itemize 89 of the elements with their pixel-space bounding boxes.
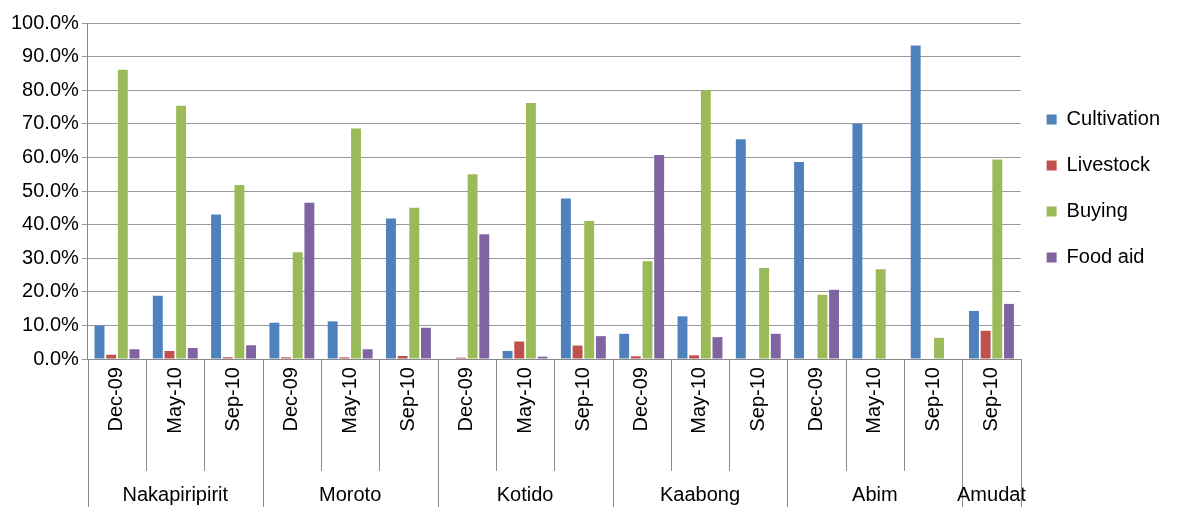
bar (677, 316, 688, 359)
bar (362, 349, 373, 359)
bar (409, 207, 420, 359)
bar (934, 337, 944, 359)
bar (910, 45, 921, 359)
x-tick-label: Sep-10 (570, 367, 593, 432)
bar (176, 105, 187, 359)
bar (94, 325, 105, 359)
x-tick-label: May-10 (512, 367, 535, 434)
bar (164, 350, 175, 359)
bar (829, 289, 840, 359)
bar (351, 128, 361, 359)
bar (770, 333, 781, 359)
bar (654, 155, 665, 359)
bar (689, 355, 700, 359)
legend-label: Livestock (1066, 153, 1151, 176)
bar (572, 345, 583, 359)
bar (269, 322, 280, 359)
text: Kotido (496, 482, 554, 505)
text: Kaabong (659, 482, 741, 505)
bar (525, 102, 536, 359)
bar (467, 174, 478, 359)
bar (514, 341, 525, 359)
y-tick-label: 40.0% (22, 212, 80, 235)
bar (327, 321, 338, 359)
bar (595, 336, 606, 359)
bar (642, 261, 653, 359)
bar (152, 295, 163, 359)
y-tick-label: 100.0% (10, 10, 80, 33)
bar (304, 202, 315, 359)
bar (421, 327, 431, 359)
bar (852, 123, 863, 359)
x-tick-label: May-10 (687, 367, 710, 434)
x-tick-label: May-10 (162, 367, 185, 434)
bar (992, 159, 1003, 359)
y-tick-label: 90.0% (22, 44, 80, 67)
legend-label: Cultivation (1066, 107, 1161, 130)
y-tick-label: 60.0% (22, 144, 80, 167)
y-tick-label: 50.0% (22, 178, 80, 201)
bar (292, 252, 303, 359)
x-tick-label: Dec-09 (279, 367, 302, 432)
y-tick-label: 20.0% (22, 279, 80, 302)
bar (817, 294, 828, 359)
bar (759, 267, 770, 359)
bar (117, 69, 128, 359)
bar (794, 162, 805, 359)
bar (584, 220, 595, 359)
x-tick-label: Sep-10 (221, 367, 244, 432)
bar (630, 356, 641, 359)
bar (106, 354, 117, 359)
legend-label: Buying (1066, 199, 1128, 222)
text: Amudat (957, 482, 1027, 505)
x-tick-label: May-10 (862, 367, 885, 434)
x-tick-label: Sep-10 (745, 367, 768, 432)
x-tick-label: Dec-09 (104, 367, 127, 432)
bar (969, 310, 979, 359)
bar (619, 333, 630, 359)
bar (129, 349, 140, 359)
x-tick-label: May-10 (337, 367, 360, 434)
x-tick-label: Sep-10 (978, 367, 1001, 432)
bar (234, 184, 245, 359)
x-tick-label: Sep-10 (920, 367, 943, 432)
text: Abim (852, 482, 898, 505)
bar (735, 139, 746, 359)
bar (386, 218, 396, 359)
y-tick-label: 80.0% (22, 77, 80, 100)
bar (502, 350, 513, 359)
text: Moroto (319, 482, 382, 505)
x-tick-label: Dec-09 (804, 367, 827, 432)
y-tick-label: 30.0% (22, 245, 80, 268)
bar (246, 345, 257, 359)
bar (980, 330, 991, 359)
text: Nakapiripirit (122, 482, 229, 505)
y-tick-label: 70.0% (22, 111, 80, 134)
bar (875, 269, 886, 359)
bar (1004, 303, 1014, 359)
bar (700, 90, 711, 359)
bar (211, 214, 222, 359)
y-tick-label: 10.0% (22, 312, 80, 335)
bar (187, 347, 198, 359)
bar (712, 337, 723, 359)
bar (560, 198, 571, 359)
bar (397, 355, 408, 359)
x-tick-label: Sep-10 (395, 367, 418, 432)
legend-label: Food aid (1066, 245, 1145, 268)
bar (479, 234, 490, 359)
x-tick-label: Dec-09 (454, 367, 477, 432)
y-tick-label: 0.0% (33, 346, 80, 369)
x-tick-label: Dec-09 (629, 367, 652, 432)
